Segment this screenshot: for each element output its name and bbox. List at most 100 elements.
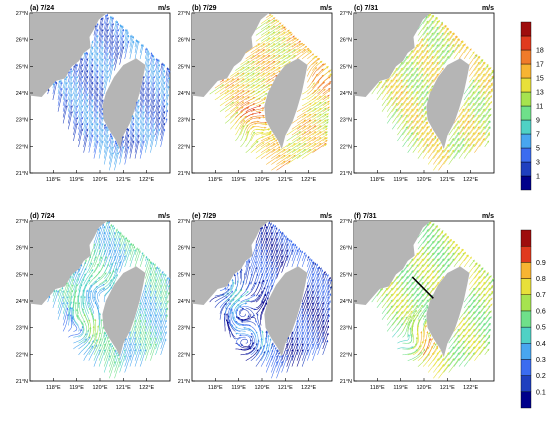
streamline (392, 276, 404, 291)
streamline-arrow (152, 122, 155, 125)
streamline (402, 264, 414, 279)
streamline-arrow (489, 67, 492, 70)
streamline (458, 114, 470, 130)
streamline-arrow (96, 117, 99, 120)
colorbar-label: 1 (536, 174, 540, 181)
streamline (438, 358, 450, 373)
streamline-arrow (242, 125, 245, 128)
streamline-arrow (67, 284, 69, 287)
streamline-arrow (104, 14, 107, 17)
streamline-arrow (421, 103, 423, 106)
streamline-arrow (86, 117, 89, 120)
streamline (109, 274, 118, 291)
streamline (160, 308, 167, 326)
streamline (266, 20, 280, 30)
streamline-arrow (429, 128, 432, 131)
streamline-arrow (426, 85, 429, 88)
streamline (281, 255, 288, 273)
streamline-arrow (111, 40, 114, 43)
streamline-arrow (286, 349, 288, 352)
streamline (402, 108, 413, 124)
streamline-arrow (123, 349, 126, 352)
colorbar-label: 0.1 (536, 389, 546, 396)
streamline-arrow (421, 85, 423, 88)
streamline-arrow (446, 50, 449, 53)
streamline (119, 255, 126, 273)
streamline-arrow (322, 290, 324, 293)
colorbar-swatch (520, 175, 532, 191)
streamline (397, 126, 408, 142)
streamline (381, 287, 393, 303)
streamline-arrow (147, 58, 150, 61)
streamline-arrow (103, 349, 106, 352)
streamline (62, 301, 69, 320)
lon-tick-label: 119°E (393, 177, 408, 183)
colorbar-label: 0.7 (536, 292, 546, 299)
streamline-arrow (124, 338, 127, 341)
streamline-arrow (113, 360, 116, 363)
streamline (245, 78, 260, 89)
streamline-arrow (303, 114, 306, 116)
streamline (109, 346, 115, 361)
streamline-arrow (390, 85, 393, 88)
streamline-arrow (262, 279, 264, 283)
streamline-arrow (270, 267, 273, 270)
streamline-arrow (380, 80, 382, 84)
streamline (416, 319, 421, 338)
streamline (71, 307, 74, 326)
streamline-arrow (322, 325, 324, 328)
streamline-arrow (426, 306, 429, 309)
streamline (72, 308, 79, 326)
streamline-arrow (257, 78, 260, 81)
streamline (114, 255, 121, 273)
streamline (407, 287, 419, 303)
streamline-arrow (248, 346, 251, 349)
streamline (265, 243, 273, 262)
streamline (83, 52, 88, 71)
streamline-arrow (115, 142, 118, 145)
streamline-arrow (86, 93, 89, 96)
streamline (312, 313, 319, 332)
streamline (307, 343, 314, 361)
streamline (88, 111, 94, 130)
streamline-arrow (278, 149, 281, 151)
streamline-arrow (421, 120, 423, 123)
streamline (145, 290, 152, 308)
unit-label: m/s (320, 213, 332, 220)
streamline (155, 278, 162, 297)
streamline-arrow (163, 122, 166, 125)
streamline (386, 287, 399, 303)
streamline-arrow (131, 35, 133, 38)
streamline-arrow (122, 29, 125, 32)
streamline (57, 93, 63, 112)
streamline-arrow (444, 233, 447, 236)
streamline-arrow (100, 318, 103, 321)
lon-tick-label: 118°E (370, 385, 385, 391)
streamline-arrow (75, 105, 78, 108)
streamline (124, 31, 129, 48)
streamline-arrow (260, 267, 263, 270)
streamline (402, 114, 413, 130)
streamline (427, 276, 440, 291)
streamline-arrow (227, 299, 230, 302)
streamline-arrow (242, 72, 245, 75)
streamline-arrow (296, 349, 299, 352)
streamline-arrow (75, 99, 78, 102)
streamline-arrow (125, 237, 128, 240)
streamline-arrow (230, 308, 233, 311)
streamline (397, 305, 409, 320)
streamline (469, 340, 481, 356)
streamline-arrow (113, 355, 116, 358)
streamline-arrow (268, 137, 271, 140)
streamline-arrow (482, 108, 485, 111)
streamline (296, 313, 304, 332)
streamline (412, 304, 424, 320)
streamline-arrow (482, 97, 485, 100)
streamline (381, 293, 393, 309)
streamline-arrow (239, 270, 242, 273)
streamline-arrow (306, 296, 309, 299)
streamline (402, 310, 413, 326)
streamline (150, 325, 157, 344)
colorbar-swatch (520, 310, 532, 328)
streamline-arrow (248, 260, 251, 263)
